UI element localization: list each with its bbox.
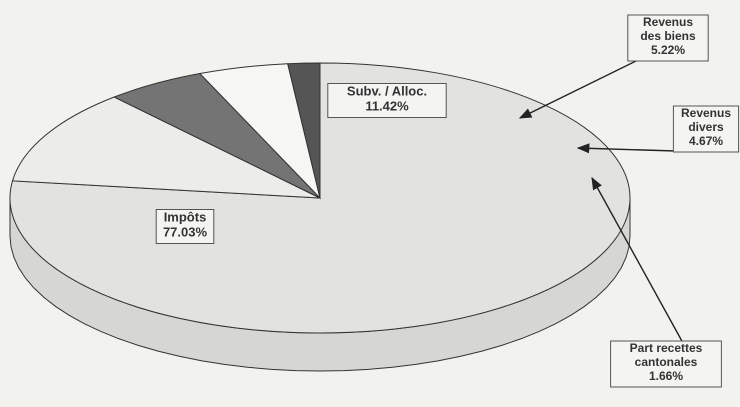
label-part-recettes-cantonales-text: Part recettes [630,341,703,355]
callout-lines [518,59,684,344]
label-revenus-des-biens-text: 5.22% [651,43,685,57]
label-revenus-divers-box [672,105,740,153]
callout-line-revenus-divers [576,143,677,154]
label-revenus-divers-text: divers [688,120,724,134]
label-revenus-des-biens-text: Revenus [643,15,693,29]
label-subv-alloc-text: 11.42% [365,99,409,114]
label-imp-ts-box [155,209,215,244]
label-revenus-des-biens-text: des biens [640,29,696,43]
callout-line-revenus-des-biens [518,59,639,119]
pie-slice-part-recettes-cantonales [287,62,321,199]
label-revenus-divers-text: 4.67% [689,134,723,148]
callout-line-part-recettes-cantonales [591,176,684,344]
label-revenus-des-biens-box [627,14,709,62]
label-subv-alloc-text: Subv. / Alloc. [347,84,427,99]
label-part-recettes-cantonales-text: 1.66% [649,369,683,383]
pie-slice-imp-ts [9,62,631,334]
pie-slice-subv-alloc [11,96,321,199]
label-imp-ts-text: 77.03% [163,225,208,240]
label-revenus-divers-text: Revenus [681,106,731,120]
label-imp-ts-text: Impôts [164,210,207,225]
label-part-recettes-cantonales-box [610,340,722,388]
pie-top-slices [9,62,631,334]
label-part-recettes-cantonales-text: cantonales [635,355,698,369]
label-subv-alloc-box [327,83,447,118]
label-subv-alloc: Subv. / Alloc.11.42% [327,83,447,118]
